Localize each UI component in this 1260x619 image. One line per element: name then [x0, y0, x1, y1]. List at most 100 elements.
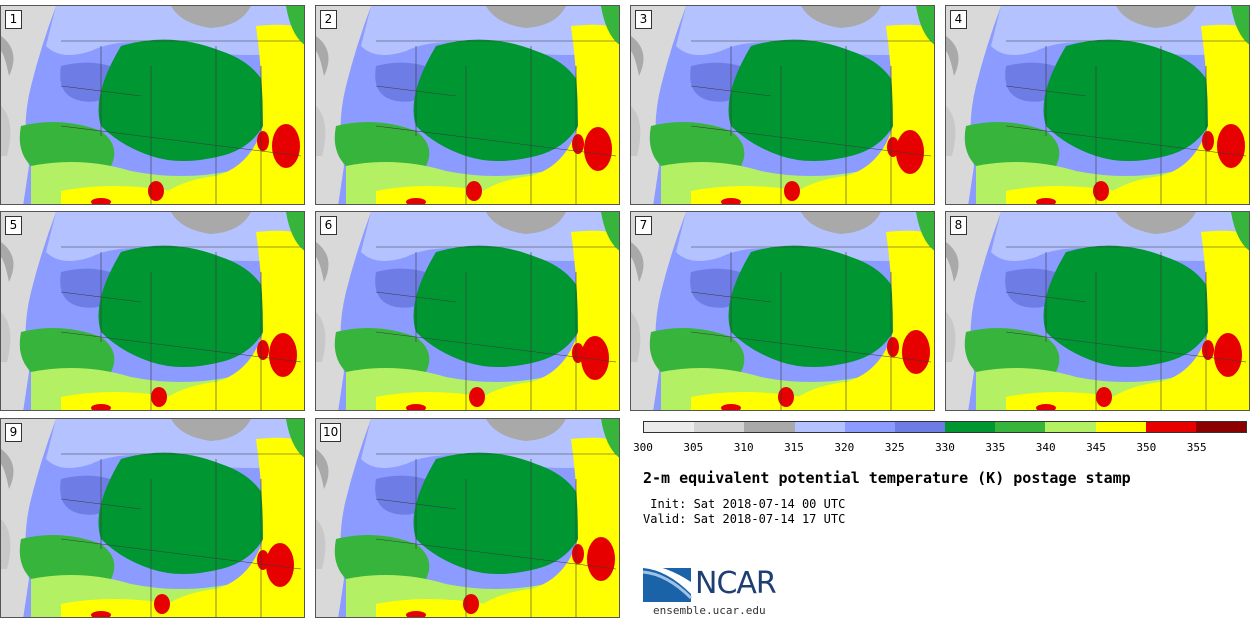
ocean-shading	[316, 449, 329, 489]
red-hotspot	[466, 181, 482, 201]
cool-region	[486, 6, 566, 28]
colorbar-tick-label: 335	[985, 441, 1006, 454]
colorbar-segment	[744, 422, 795, 432]
red-hotspot	[896, 130, 924, 174]
colorbar-segment	[1145, 422, 1196, 432]
cool-region	[171, 212, 251, 234]
red-hotspot	[587, 537, 615, 581]
green-region	[1231, 212, 1249, 251]
green-region	[649, 328, 745, 377]
cool-region	[1116, 6, 1196, 28]
green-region	[98, 245, 271, 367]
ocean-shading	[946, 312, 956, 362]
red-hotspot	[584, 127, 612, 171]
member-number: 3	[635, 10, 652, 29]
ocean-shading	[316, 312, 326, 362]
yellow-region	[467, 230, 619, 410]
yellow-region	[152, 437, 304, 617]
green-region	[601, 212, 619, 251]
yellow-region	[1006, 186, 1116, 204]
member-number: 8	[950, 216, 967, 235]
figure-title: 2-m equivalent potential temperature (K)…	[643, 469, 1131, 487]
green-region	[19, 122, 115, 171]
red-hotspot	[581, 336, 609, 380]
colorbar-tick-label: 325	[884, 441, 905, 454]
green-region	[413, 245, 586, 367]
red-hotspot	[721, 198, 741, 204]
ocean-shading	[1, 312, 11, 362]
red-hotspot	[257, 550, 269, 570]
ocean-shading	[316, 242, 329, 282]
green-region	[19, 328, 115, 377]
red-hotspot	[902, 330, 930, 374]
colorbar-segment	[894, 422, 946, 432]
ocean-shading	[946, 242, 959, 282]
map-panel: 7	[630, 211, 935, 411]
ocean-shading	[631, 312, 641, 362]
red-hotspot	[1096, 387, 1112, 407]
green-region	[413, 452, 586, 574]
boundary-line	[1005, 85, 1087, 97]
red-hotspot	[572, 544, 584, 564]
red-hotspot	[1036, 198, 1056, 204]
boundary-line	[60, 498, 142, 510]
ocean-shading	[1, 519, 11, 569]
colorbar-segment	[694, 422, 745, 432]
map-panel: 4	[945, 5, 1250, 205]
member-number: 7	[635, 216, 652, 235]
member-number: 9	[5, 423, 22, 442]
colorbar-tick-label: 305	[683, 441, 704, 454]
red-hotspot	[91, 198, 111, 204]
yellow-region	[376, 392, 486, 410]
ocean-shading	[316, 106, 326, 156]
green-region	[334, 535, 430, 584]
green-region	[601, 6, 619, 45]
yellow-region	[152, 24, 304, 204]
colorbar-tick-label: 300	[633, 441, 653, 454]
ocean-area	[1, 6, 56, 204]
colorbar-tick-label: 350	[1136, 441, 1157, 454]
ocean-area	[1, 212, 56, 410]
ocean-area	[946, 212, 1001, 410]
map-panel: 8	[945, 211, 1250, 411]
ocean-shading	[631, 242, 644, 282]
red-hotspot	[257, 340, 269, 360]
red-hotspot	[406, 404, 426, 410]
yellow-region	[691, 392, 801, 410]
colorbar-segment	[844, 422, 895, 432]
green-region	[286, 212, 304, 251]
green-region	[286, 6, 304, 45]
colorbar-segment	[995, 422, 1046, 432]
colorbar-segment	[794, 422, 845, 432]
map-panel: 10	[315, 418, 620, 618]
colorbar-segment	[1095, 422, 1146, 432]
boundary-line	[690, 291, 772, 303]
colorbar-tick-label: 320	[834, 441, 855, 454]
boundary-line	[690, 85, 772, 97]
init-time: Init: Sat 2018-07-14 00 UTC	[643, 497, 846, 511]
yellow-region	[782, 230, 934, 410]
green-region	[1043, 39, 1216, 161]
cool-region	[171, 6, 251, 28]
yellow-region	[1006, 392, 1116, 410]
ocean-shading	[316, 36, 329, 76]
green-region	[601, 419, 619, 458]
green-region	[728, 39, 901, 161]
ocean-area	[316, 6, 371, 204]
member-number: 6	[320, 216, 337, 235]
ocean-shading	[631, 36, 644, 76]
boundary-line	[1005, 291, 1087, 303]
yellow-region	[782, 24, 934, 204]
ocean-area	[631, 6, 686, 204]
ocean-shading	[1, 106, 11, 156]
member-number: 2	[320, 10, 337, 29]
yellow-region	[376, 599, 486, 617]
red-hotspot	[1093, 181, 1109, 201]
boundary-line	[375, 85, 457, 97]
red-hotspot	[1214, 333, 1242, 377]
colorbar-tick-labels: 300 305 310 315 320 325 330 335 340 345 350 355	[633, 441, 1247, 455]
cool-region	[1116, 212, 1196, 234]
boundary-line	[60, 85, 142, 97]
colorbar-tick-label: 340	[1035, 441, 1056, 454]
ncar-swoosh-icon	[642, 564, 693, 602]
